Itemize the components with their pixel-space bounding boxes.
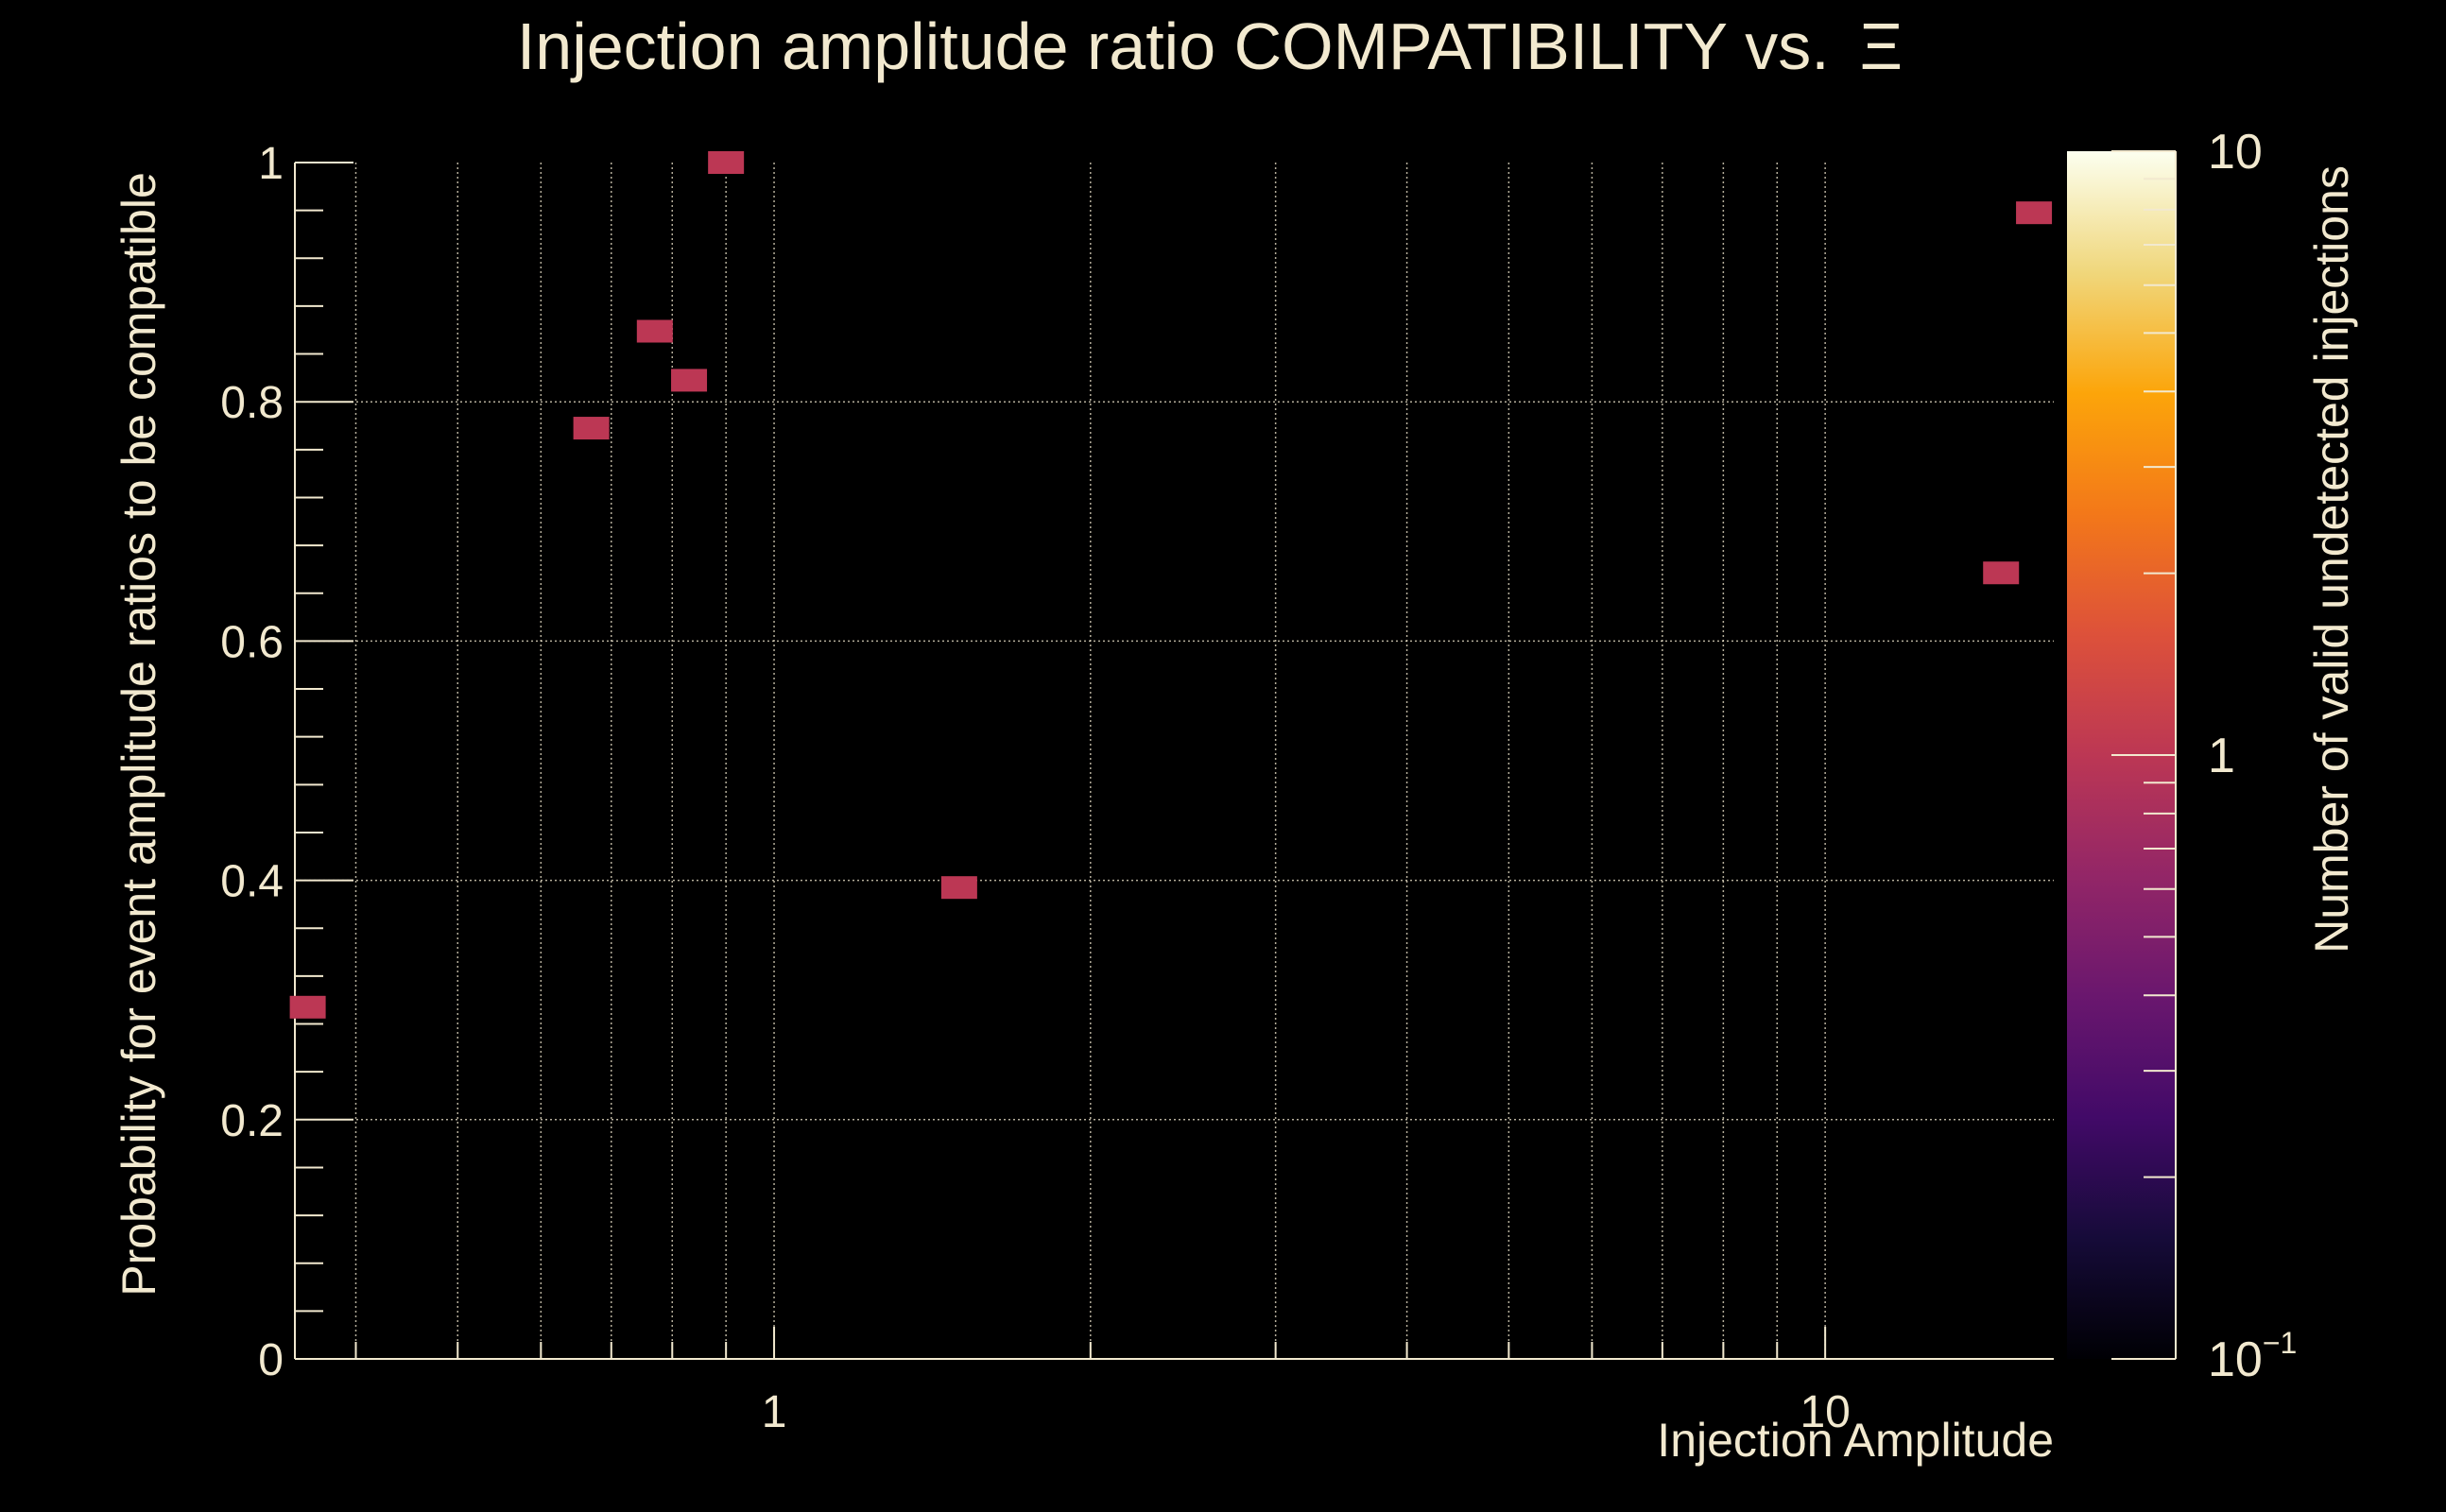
data-point — [636, 319, 673, 343]
x-axis-label: Injection Amplitude — [1657, 1414, 2054, 1467]
y-tick-label: 0.4 — [220, 857, 284, 907]
colorbar-tick-label: 10−1 — [2208, 1326, 2297, 1387]
plot-frame — [294, 163, 2054, 1360]
colorbar-label: Number of valid undetected injections — [2305, 165, 2358, 954]
x-tick-label: 1 — [762, 1387, 787, 1437]
colorbar-tick-label: 10 — [2208, 125, 2263, 180]
x-axis: 1 10 — [354, 1327, 1851, 1437]
y-tick-label: 0 — [258, 1335, 284, 1385]
data-points — [289, 151, 2053, 1019]
colorbar-tick-label: 1 — [2208, 729, 2235, 783]
chart-title: Injection amplitude ratio COMPATIBILITY … — [517, 9, 1903, 83]
data-point — [289, 995, 326, 1019]
y-tick-label: 0.2 — [220, 1096, 284, 1146]
data-point — [940, 876, 977, 900]
data-point — [671, 369, 708, 392]
y-tick-label: 0.8 — [220, 378, 284, 428]
y-axis: 0 0.2 0.4 0.6 0.8 1 — [220, 139, 353, 1385]
x-tick-label: 10 — [1800, 1387, 1850, 1437]
data-point — [1983, 561, 2020, 585]
data-point — [708, 151, 745, 174]
y-axis-label: Probability for event amplitude ratios t… — [112, 172, 165, 1297]
grid — [295, 163, 2054, 1359]
colorbar: 10−1 1 10 — [2067, 125, 2297, 1387]
data-point — [2016, 201, 2053, 225]
y-tick-label: 0.6 — [220, 617, 284, 667]
data-point — [573, 417, 610, 440]
y-tick-label: 1 — [258, 139, 284, 189]
